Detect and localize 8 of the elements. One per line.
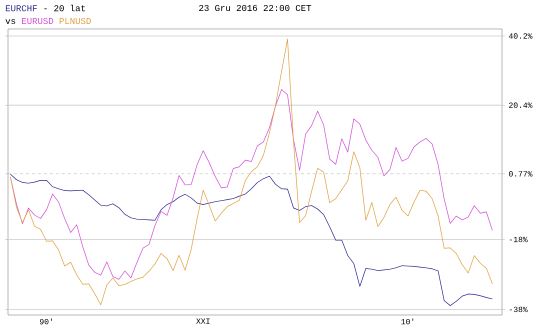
line-series [10, 89, 493, 280]
text: EURCHF [6, 5, 37, 12]
chart-subtitle: 23 Gru 2016 22:00 CET [199, 4, 312, 12]
chart-title: - 20 lat [44, 4, 85, 12]
line-series [10, 38, 493, 306]
legend-title: vs [5, 19, 16, 24]
text: EURUSD [22, 18, 54, 24]
text: PLNUSD [60, 18, 91, 24]
